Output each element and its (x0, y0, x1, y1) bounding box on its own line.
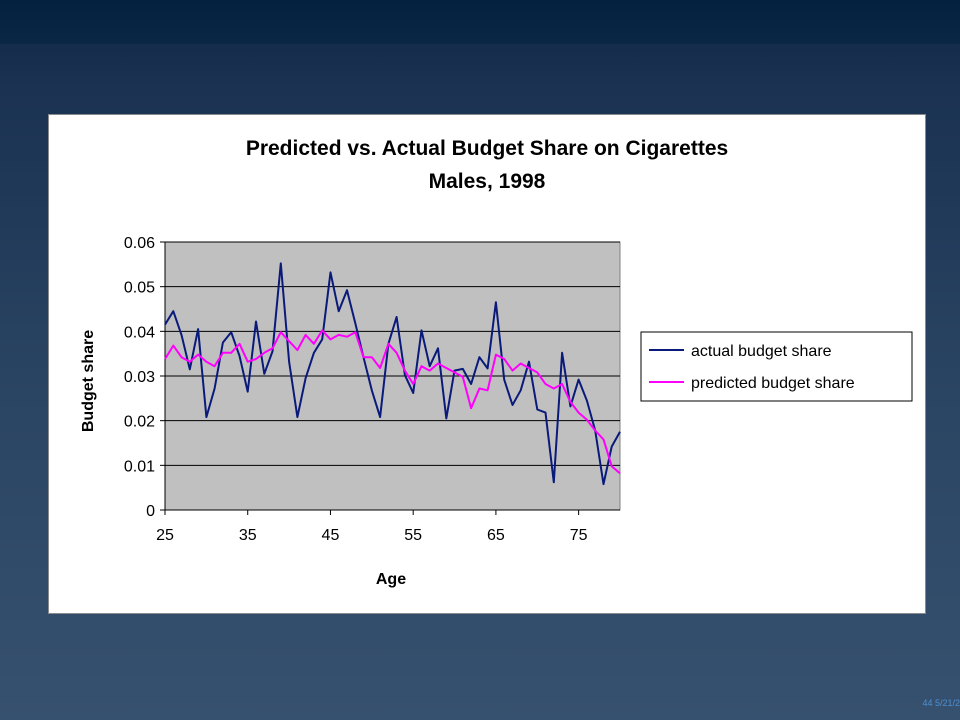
y-tick-label: 0.06 (124, 235, 155, 252)
predicted-series-line (164, 329, 621, 475)
chart-frame: Predicted vs. Actual Budget Share on Cig… (48, 114, 926, 614)
x-tick-label: 45 (322, 527, 340, 544)
y-tick-label: 0.02 (124, 414, 155, 431)
chart-subtitle: Males, 1998 (429, 170, 546, 193)
x-tick-label: 55 (404, 527, 422, 544)
y-tick-label: 0.04 (124, 324, 155, 341)
legend-box (640, 331, 913, 402)
x-tick-label: 35 (239, 527, 257, 544)
legend-label: actual budget share (691, 343, 832, 360)
budget-share-chart: Predicted vs. Actual Budget Share on Cig… (80, 137, 913, 588)
slide-top-bar (0, 0, 960, 44)
y-axis-label: Budget share (80, 330, 97, 432)
y-tick-label: 0.01 (124, 458, 155, 475)
x-axis-label: Age (376, 571, 406, 588)
x-tick-label: 25 (156, 527, 174, 544)
actual-series-line (164, 262, 621, 486)
x-tick-label: 65 (487, 527, 505, 544)
x-tick-label: 75 (570, 527, 588, 544)
slide-footer: 44 5/21/2 (922, 698, 960, 708)
chart-title: Predicted vs. Actual Budget Share on Cig… (246, 137, 728, 160)
legend-label: predicted budget share (691, 375, 855, 392)
y-tick-label: 0.05 (124, 280, 155, 297)
y-tick-label: 0 (146, 503, 155, 520)
y-tick-label: 0.03 (124, 369, 155, 386)
